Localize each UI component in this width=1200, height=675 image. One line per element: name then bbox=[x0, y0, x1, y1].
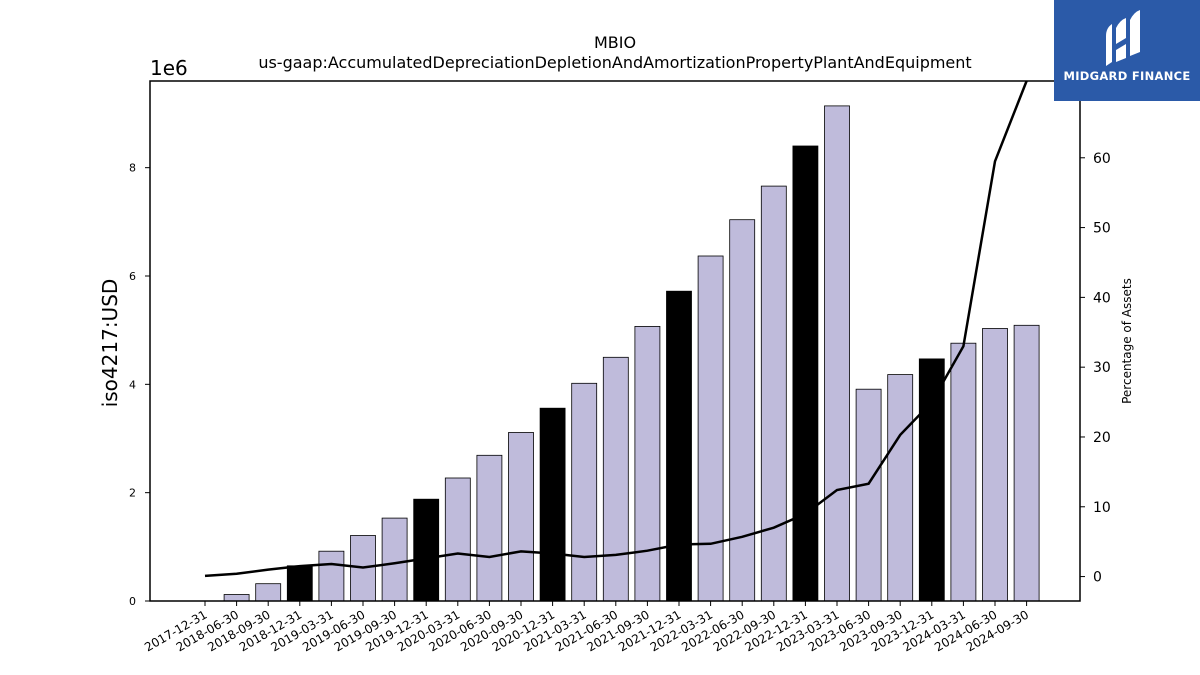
bar-2020-12-31 bbox=[539, 407, 566, 602]
y2-tick-label: 0 bbox=[1093, 570, 1102, 586]
chart-subtitle: us-gaap:AccumulatedDepreciationDepletion… bbox=[258, 53, 971, 72]
plot-frame bbox=[149, 80, 1081, 602]
y2-tick-label: 30 bbox=[1093, 360, 1111, 376]
y2-tick-label: 50 bbox=[1093, 221, 1111, 237]
y-tick-label: 8 bbox=[129, 162, 136, 175]
bar-2023-03-31 bbox=[824, 105, 850, 602]
midgard-logo-icon bbox=[1106, 10, 1140, 66]
y2-tick-label: 40 bbox=[1093, 290, 1111, 306]
y2-axis-label: Percentage of Assets bbox=[1120, 278, 1134, 404]
bar-2020-09-30 bbox=[508, 432, 534, 602]
bar-2022-12-31 bbox=[792, 145, 819, 602]
bar-2021-12-31 bbox=[666, 290, 692, 602]
bar-2020-03-31 bbox=[444, 477, 471, 602]
bar-2018-06-30 bbox=[223, 594, 250, 602]
bar-2023-12-31 bbox=[918, 358, 945, 602]
bar-2020-06-30 bbox=[476, 454, 503, 602]
line-layer bbox=[204, 80, 1028, 578]
y2-tick-label: 20 bbox=[1093, 430, 1111, 446]
y2-tick-label: 10 bbox=[1093, 500, 1111, 516]
bar-2023-09-30 bbox=[887, 374, 914, 602]
bar-2018-12-31 bbox=[286, 565, 313, 602]
bar-2023-06-30 bbox=[855, 388, 882, 602]
bar-2019-12-31 bbox=[413, 498, 440, 602]
y2-tick-label: 60 bbox=[1093, 151, 1111, 167]
bar-2024-03-31 bbox=[950, 342, 977, 602]
bar-2022-09-30 bbox=[760, 185, 787, 602]
bar-2019-09-30 bbox=[381, 517, 408, 602]
bar-2024-09-30 bbox=[1013, 324, 1040, 602]
bar-2021-06-30 bbox=[602, 356, 629, 602]
midgard-finance-logo: MIDGARD FINANCE bbox=[1054, 0, 1200, 101]
bars-layer bbox=[223, 105, 1040, 602]
logo-text: MIDGARD FINANCE bbox=[1063, 69, 1191, 83]
y-tick-label: 4 bbox=[129, 378, 136, 391]
bar-2021-03-31 bbox=[571, 382, 598, 602]
y-tick-label: 6 bbox=[129, 270, 136, 283]
bar-2024-06-30 bbox=[982, 328, 1008, 602]
y-tick-label: 0 bbox=[129, 595, 136, 608]
y-axis-label: iso4217:USD bbox=[98, 279, 122, 408]
bar-2022-03-31 bbox=[697, 255, 724, 602]
y-tick-label: 2 bbox=[129, 487, 136, 500]
bar-2018-09-30 bbox=[255, 583, 282, 602]
chart-title: MBIO bbox=[594, 33, 636, 52]
bar-2021-09-30 bbox=[634, 325, 661, 602]
percentage-of-assets-line bbox=[204, 80, 1028, 578]
bar-2019-03-31 bbox=[318, 550, 345, 602]
y-offset-label: 1e6 bbox=[150, 56, 188, 80]
bar-2022-06-30 bbox=[729, 219, 756, 602]
